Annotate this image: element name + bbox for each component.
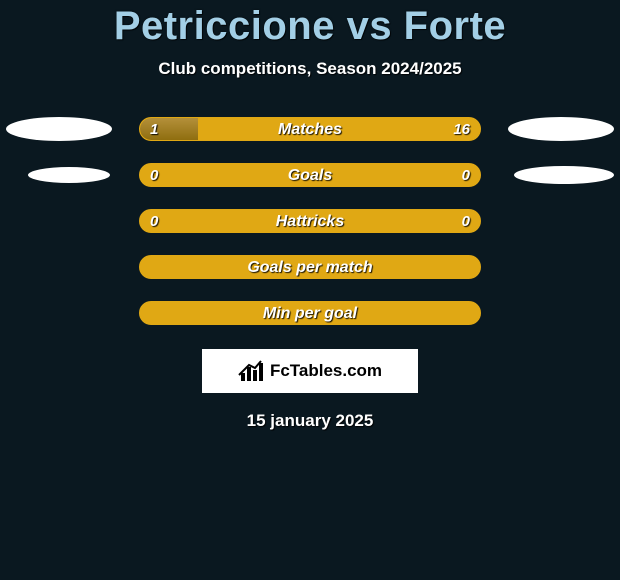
stat-bar: Goals per match bbox=[139, 255, 481, 279]
stat-bar: Matches1 16 bbox=[139, 117, 481, 141]
stat-bar: Hattricks0 0 bbox=[139, 209, 481, 233]
stat-label: Min per goal bbox=[140, 302, 480, 325]
player-left-marker bbox=[6, 117, 112, 141]
player-left-marker bbox=[28, 167, 110, 183]
player-right-marker bbox=[514, 166, 614, 184]
stat-value-left: 0 bbox=[150, 164, 158, 187]
brand-badge: FcTables.com bbox=[202, 349, 418, 393]
stat-value-left: 0 bbox=[150, 210, 158, 233]
stat-rows: Matches116Goals00Hattricks00Goals per ma… bbox=[0, 117, 620, 325]
stat-row: Matches1 16 bbox=[0, 117, 620, 141]
stat-label: Goals bbox=[140, 164, 480, 187]
stat-row: Hattricks0 0 bbox=[0, 209, 620, 233]
stat-row: Min per goal bbox=[0, 301, 620, 325]
brand-text: FcTables.com bbox=[270, 361, 382, 381]
stat-value-right: 0 bbox=[462, 210, 470, 233]
chart-icon bbox=[238, 359, 264, 383]
stat-row: Goals per match bbox=[0, 255, 620, 279]
stat-value-right: 16 bbox=[453, 118, 470, 141]
stat-label: Hattricks bbox=[140, 210, 480, 233]
stat-label: Goals per match bbox=[140, 256, 480, 279]
stat-bar: Goals0 0 bbox=[139, 163, 481, 187]
comparison-widget: Petriccione vs Forte Club competitions, … bbox=[0, 0, 620, 580]
page-subtitle: Club competitions, Season 2024/2025 bbox=[0, 59, 620, 79]
stat-value-left: 1 bbox=[150, 118, 158, 141]
stat-row: Goals0 0 bbox=[0, 163, 620, 187]
stat-value-right: 0 bbox=[462, 164, 470, 187]
stat-bar: Min per goal bbox=[139, 301, 481, 325]
player-right-marker bbox=[508, 117, 614, 141]
stat-label: Matches bbox=[140, 118, 480, 141]
page-title: Petriccione vs Forte bbox=[0, 4, 620, 49]
footer-date: 15 january 2025 bbox=[0, 411, 620, 431]
